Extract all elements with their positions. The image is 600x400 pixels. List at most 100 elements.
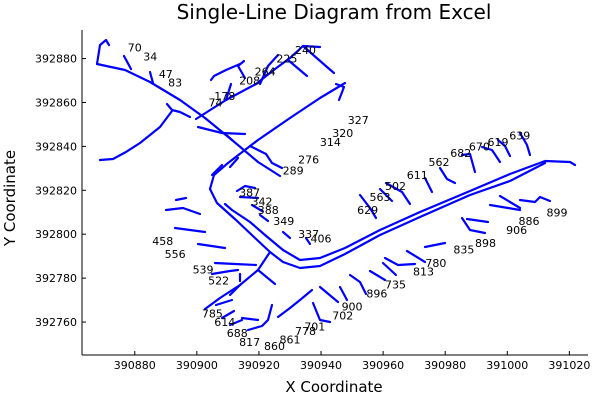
feeder-line-segment bbox=[258, 53, 280, 86]
node-label: 314 bbox=[320, 136, 341, 149]
feeder-line-segment bbox=[228, 156, 240, 169]
node-label: 178 bbox=[214, 90, 235, 103]
node-label: 896 bbox=[366, 288, 387, 301]
feeder-line-segment bbox=[122, 54, 133, 71]
feeder-line-segment bbox=[460, 152, 477, 174]
feeder-line-segment bbox=[95, 38, 111, 66]
node-label: 861 bbox=[279, 334, 300, 347]
node-label: 900 bbox=[342, 301, 363, 314]
node-label: 906 bbox=[506, 224, 527, 237]
node-label: 289 bbox=[283, 165, 304, 178]
x-tick-label: 390880 bbox=[114, 359, 156, 372]
node-label: 264 bbox=[255, 66, 276, 79]
feeder-line-segment bbox=[224, 82, 233, 102]
node-label: 860 bbox=[264, 340, 285, 353]
node-label: 886 bbox=[519, 215, 540, 228]
feeder-line-segment bbox=[518, 195, 552, 204]
feeder-line-segment bbox=[223, 159, 577, 262]
feeder-line-segment bbox=[518, 131, 532, 157]
feeder-line-segment bbox=[220, 309, 236, 320]
feeder-line-segment bbox=[405, 249, 427, 264]
node-label: 458 bbox=[152, 235, 173, 248]
feeder-lines bbox=[95, 38, 577, 332]
feeder-line-segment bbox=[208, 81, 347, 191]
feeder-line-segment bbox=[250, 203, 264, 213]
feeder-line-segment bbox=[256, 268, 277, 286]
x-tick-label: 391020 bbox=[548, 359, 590, 372]
node-label: 522 bbox=[208, 274, 229, 287]
feeder-line-segment bbox=[304, 236, 312, 246]
node-label: 539 bbox=[193, 263, 214, 276]
x-axis-title: X Coordinate bbox=[285, 378, 382, 396]
feeder-line-segment bbox=[281, 230, 292, 240]
node-label: 639 bbox=[509, 129, 530, 142]
x-tick-label: 390980 bbox=[424, 359, 466, 372]
node-label: 835 bbox=[453, 244, 474, 257]
feeder-line-segment bbox=[238, 195, 260, 200]
x-tick-label: 391000 bbox=[486, 359, 528, 372]
node-label: 898 bbox=[475, 237, 496, 250]
node-label: 899 bbox=[546, 206, 567, 219]
feeder-line-segment bbox=[368, 269, 387, 282]
feeder-line-segment bbox=[209, 62, 242, 82]
feeder-line-segment bbox=[228, 283, 242, 297]
chart-title: Single-Line Diagram from Excel bbox=[177, 0, 492, 24]
node-label: 387 bbox=[239, 187, 260, 200]
feeder-line-segment bbox=[488, 203, 522, 212]
feeder-line-segment bbox=[174, 196, 188, 202]
feeder-line-segment bbox=[235, 184, 257, 193]
node-label: 342 bbox=[252, 195, 273, 208]
node-label: 406 bbox=[311, 233, 332, 246]
x-tick-label: 390940 bbox=[300, 359, 342, 372]
y-tick-label: 392860 bbox=[35, 96, 77, 109]
node-label: 349 bbox=[273, 215, 294, 228]
feeder-line-segment bbox=[338, 285, 349, 302]
node-label: 83 bbox=[168, 77, 182, 90]
node-label: 629 bbox=[357, 204, 378, 217]
feeder-line-segment bbox=[460, 216, 487, 235]
feeder-line-segment bbox=[228, 318, 244, 327]
node-label: 320 bbox=[332, 127, 353, 140]
node-label: 778 bbox=[295, 325, 316, 338]
node-label: 388 bbox=[258, 204, 279, 217]
feeder-line-segment bbox=[381, 261, 398, 277]
feeder-line-segment bbox=[465, 217, 490, 224]
feeder-line-segment bbox=[438, 166, 457, 185]
node-label: 34 bbox=[143, 50, 157, 63]
node-label: 70 bbox=[128, 42, 142, 55]
feeder-line-segment bbox=[423, 241, 447, 249]
feeder-line-segment bbox=[164, 206, 202, 216]
y-tick-label: 392880 bbox=[35, 53, 77, 66]
feeder-line-segment bbox=[311, 301, 332, 324]
x-tick-label: 390960 bbox=[362, 359, 404, 372]
y-tick-label: 392820 bbox=[35, 184, 77, 197]
node-label: 563 bbox=[370, 191, 391, 204]
node-label: 337 bbox=[298, 228, 319, 241]
feeder-line-segment bbox=[358, 193, 378, 220]
feeder-line-segment bbox=[196, 242, 227, 250]
feeder-line-segment bbox=[246, 303, 274, 332]
node-label: 670 bbox=[469, 140, 490, 153]
feeder-line-segment bbox=[383, 256, 417, 267]
y-tick-label: 392800 bbox=[35, 228, 77, 241]
feeder-line-segment bbox=[213, 261, 258, 267]
feeder-line-segment bbox=[378, 187, 394, 203]
feeder-line-segment bbox=[196, 125, 247, 136]
node-label: 74 bbox=[208, 96, 222, 109]
feeder-line-segment bbox=[480, 145, 502, 164]
feeder-line-segment bbox=[301, 44, 336, 75]
feeder-line-segment bbox=[165, 102, 192, 119]
feeder-line-segment bbox=[496, 138, 512, 158]
axes: 390880 390900 390920 390940 390960 390980 3910… bbox=[35, 30, 590, 372]
feeder-line-segment bbox=[98, 109, 174, 162]
feeder-line-segment bbox=[258, 213, 270, 223]
feeder-line-segment bbox=[210, 163, 224, 177]
feeder-line-segment bbox=[498, 194, 522, 210]
node-label: 702 bbox=[332, 309, 353, 322]
feeder-line-segment bbox=[208, 161, 547, 270]
node-label: 225 bbox=[276, 53, 297, 66]
feeder-line-segment bbox=[173, 226, 207, 234]
feeder-line-segment bbox=[214, 298, 234, 307]
feeder-line-segment bbox=[423, 176, 434, 194]
